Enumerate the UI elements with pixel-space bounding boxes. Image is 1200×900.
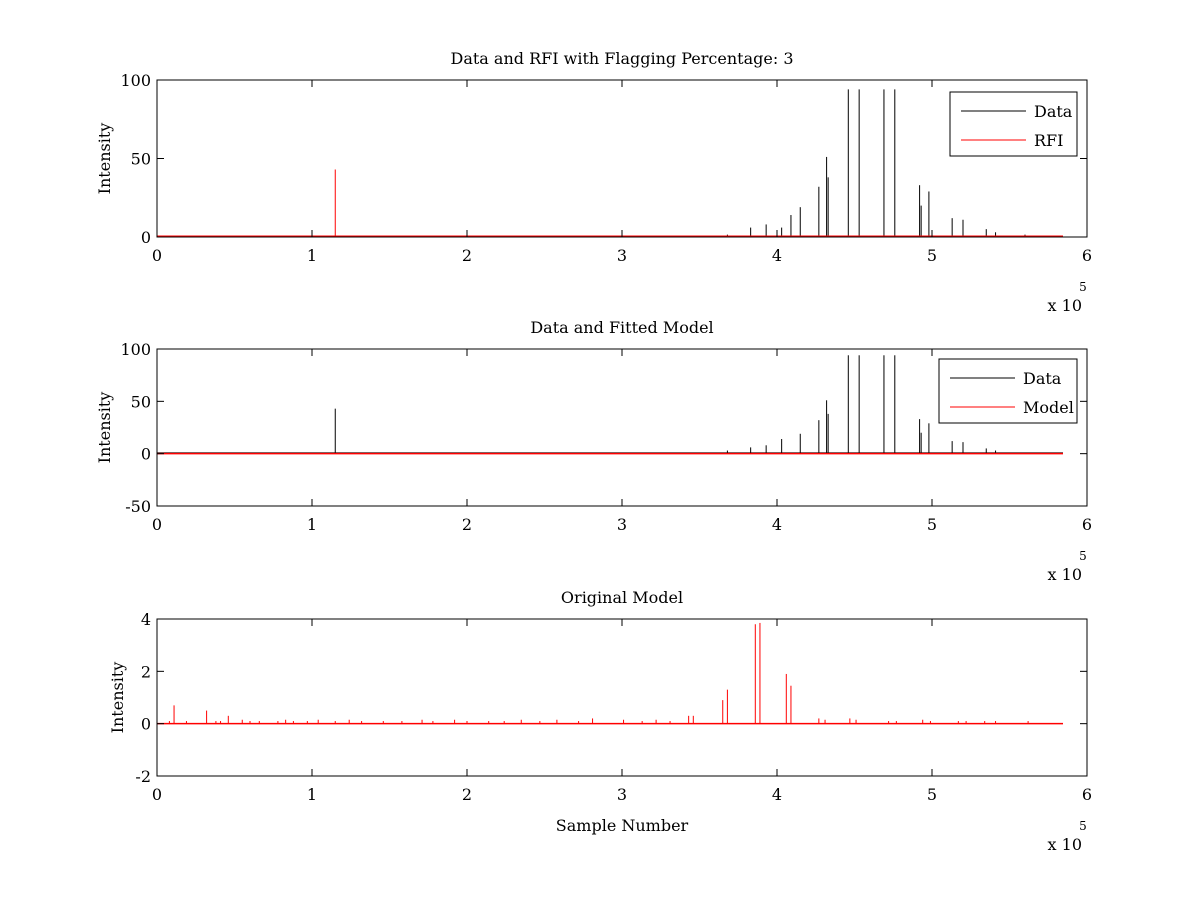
y-tick-label: -2 [135,767,151,786]
chart-title: Original Model [561,588,683,607]
x-exponent-power: 5 [1079,819,1087,833]
x-tick-label: 2 [462,246,472,265]
x-exponent-power: 5 [1079,549,1087,563]
y-tick-label: 50 [131,392,151,411]
axes-frame [156,618,1088,777]
x-tick-label: 5 [927,785,937,804]
series-model-group [157,622,1063,725]
x-tick-label: 0 [152,785,162,804]
x-tick-label: 6 [1082,785,1092,804]
y-axis-label: Intensity [95,123,114,195]
chart-title: Data and RFI with Flagging Percentage: 3 [450,49,793,68]
series-data-group [157,89,1063,237]
x-tick-label: 4 [772,515,782,534]
y-tick-label: 50 [131,150,151,169]
x-tick-label: 6 [1082,515,1092,534]
x-tick-label: 2 [462,785,472,804]
subplot-1: Data and RFI with Flagging Percentage: 3… [95,49,1092,315]
x-exponent-label: x 10 [1048,835,1082,854]
x-tick-label: 3 [617,785,627,804]
y-axis-label: Intensity [108,662,127,734]
x-tick-label: 0 [152,515,162,534]
x-tick-label: 2 [462,515,472,534]
legend: Data RFI [949,91,1078,157]
x-tick-label: 4 [772,246,782,265]
x-tick-label: 5 [927,515,937,534]
series-rfi-group [157,169,1063,237]
axes-frame [156,79,1088,238]
x-exponent-label: x 10 [1048,565,1082,584]
x-tick-label: 1 [307,515,317,534]
legend-label: Data [1023,369,1062,388]
x-tick-label: 4 [772,785,782,804]
y-tick-label: -50 [125,497,151,516]
x-tick-label: 0 [152,246,162,265]
x-tick-label: 1 [307,246,317,265]
y-tick-label: 100 [120,340,151,359]
x-tick-label: 1 [307,785,317,804]
y-tick-label: 4 [141,610,151,629]
x-tick-label: 6 [1082,246,1092,265]
y-axis-label: Intensity [95,392,114,464]
legend: Data Model [938,358,1078,424]
x-exponent-power: 5 [1079,280,1087,294]
legend-label: Data [1034,102,1073,121]
x-tick-label: 3 [617,515,627,534]
legend-box [938,358,1078,424]
x-tick-label: 5 [927,246,937,265]
legend-label: RFI [1034,131,1063,150]
chart-title: Data and Fitted Model [530,318,713,337]
x-axis-label: Sample Number [556,816,689,835]
x-tick-label: 3 [617,246,627,265]
y-tick-label: 0 [141,228,151,247]
x-exponent-label: x 10 [1048,296,1082,315]
y-tick-label: 0 [141,715,151,734]
legend-box [949,91,1078,157]
y-tick-label: 100 [120,71,151,90]
legend-label: Model [1023,398,1074,417]
series-data-group [157,355,1063,454]
y-tick-label: 0 [141,445,151,464]
y-tick-label: 2 [141,662,151,681]
